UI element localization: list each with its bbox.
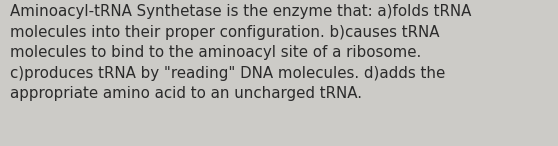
Text: Aminoacyl-tRNA Synthetase is the enzyme that: a)folds tRNA
molecules into their : Aminoacyl-tRNA Synthetase is the enzyme …	[10, 4, 472, 101]
